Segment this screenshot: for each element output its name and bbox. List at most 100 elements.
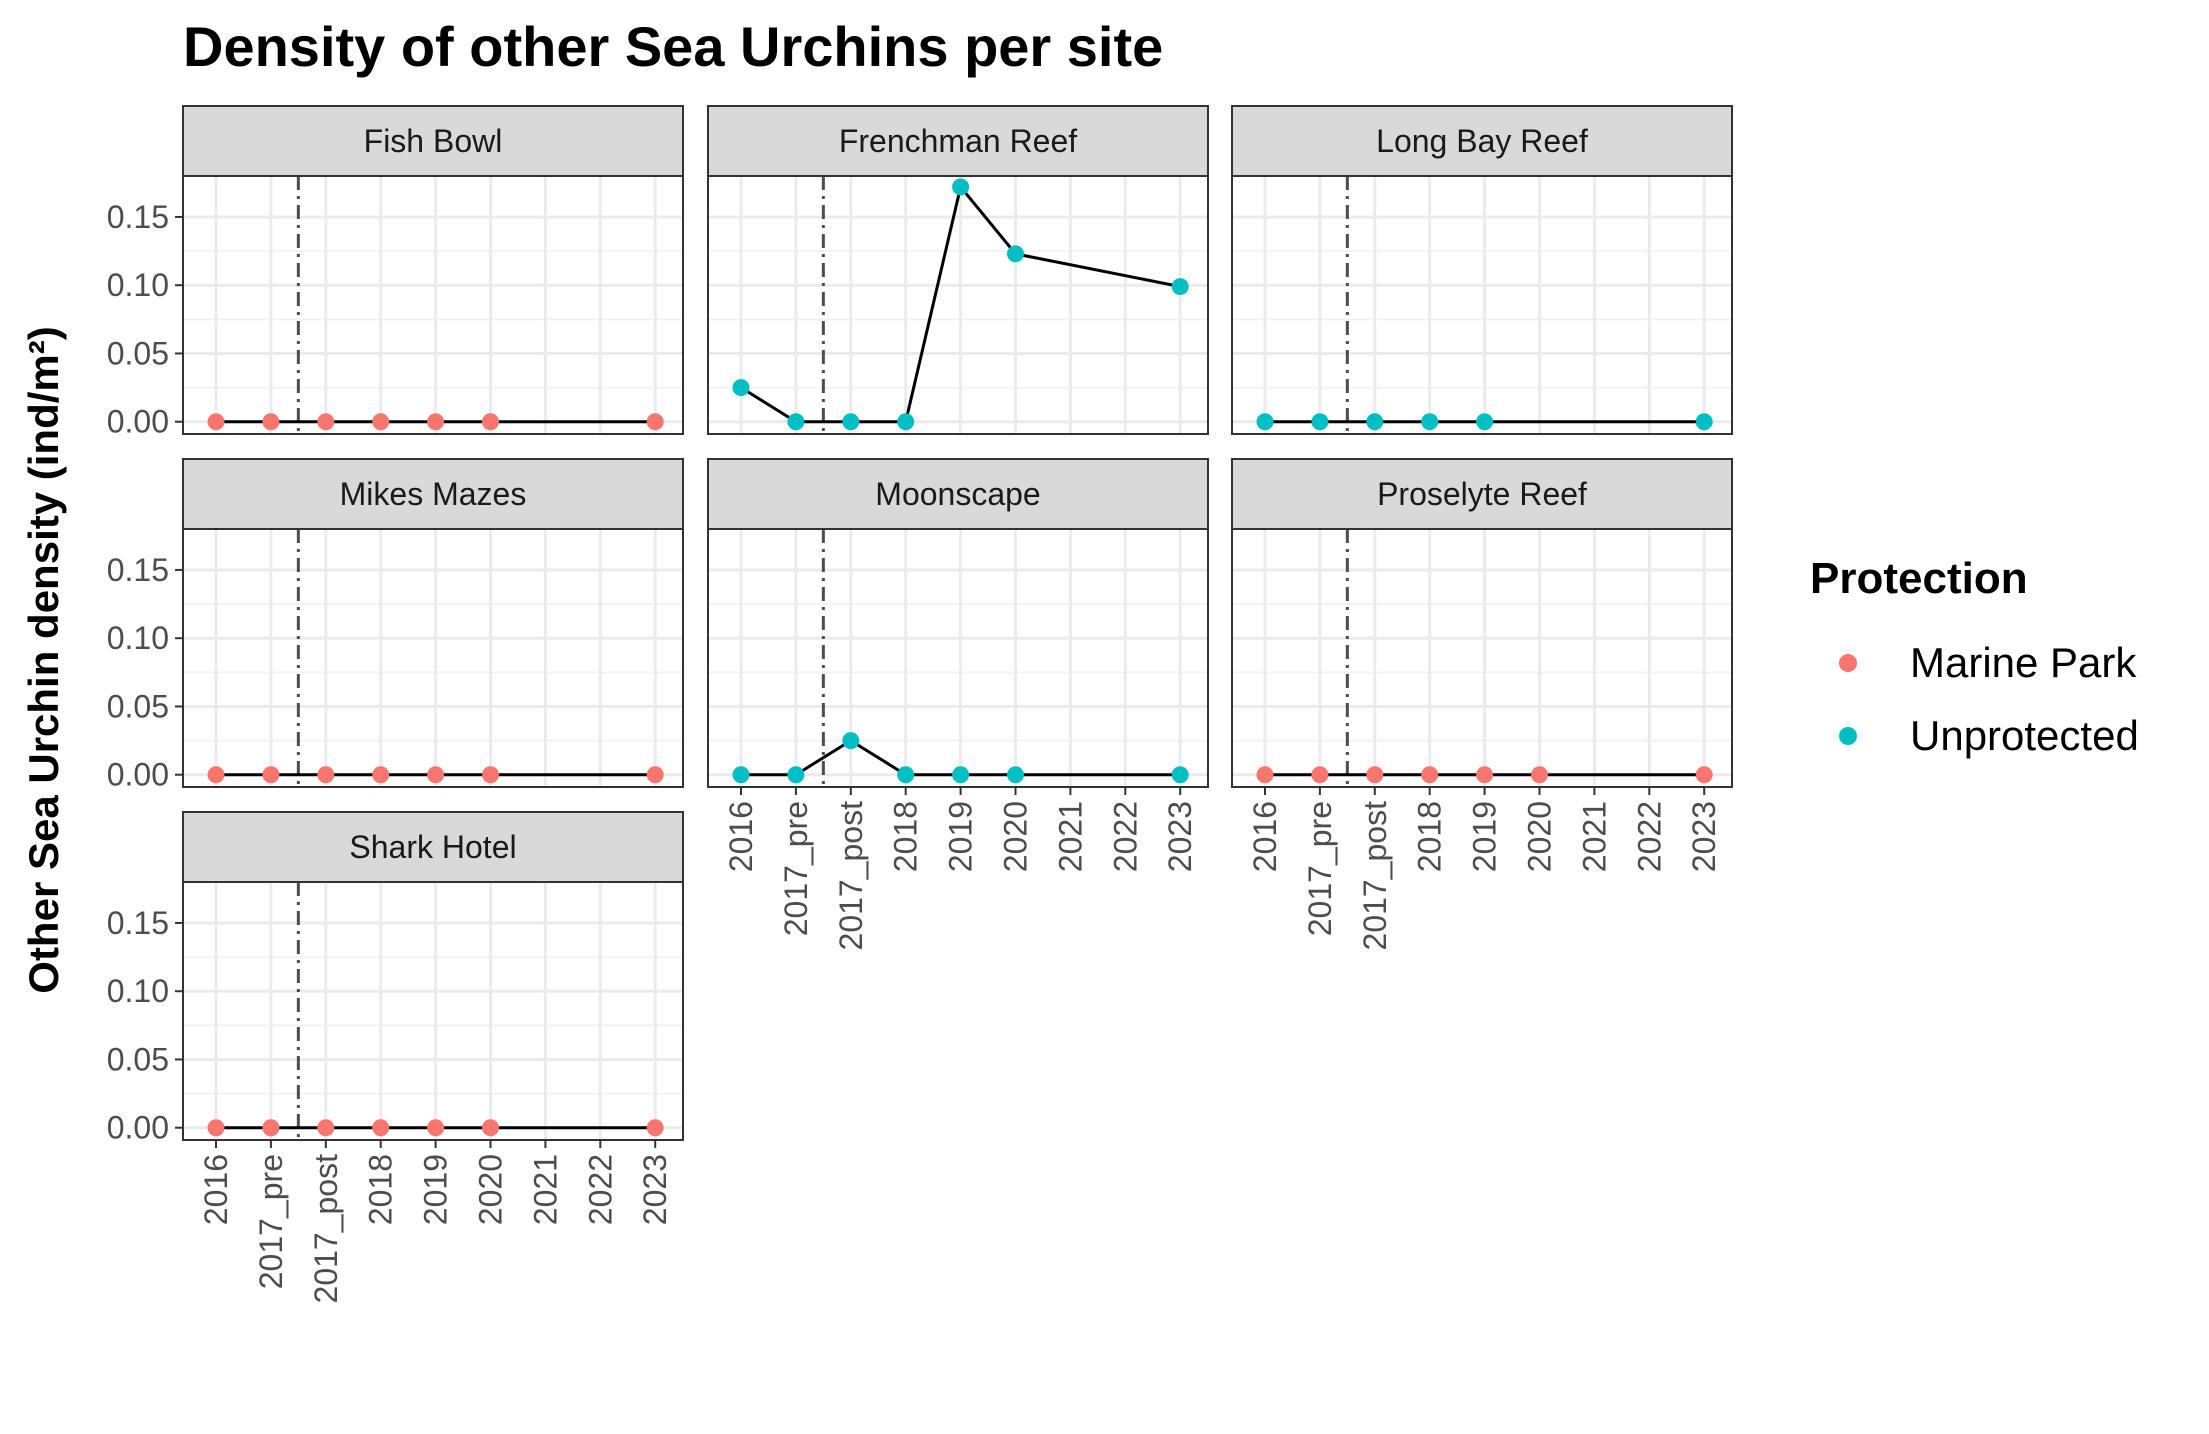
y-tick-label: 0.15 [107, 905, 169, 941]
x-tick-label: 2018 [888, 801, 924, 872]
x-tick-label: 2019 [418, 1154, 454, 1225]
plot-background [1232, 176, 1732, 434]
x-tick-label: 2017_pre [1302, 801, 1338, 936]
panel-border [182, 175, 684, 435]
x-tick-label: 2020 [998, 801, 1034, 872]
data-point-2017-pre [262, 413, 280, 431]
y-tick-label: 0.10 [107, 973, 169, 1009]
panel-border [1231, 175, 1733, 435]
data-point-2016 [1256, 413, 1274, 431]
facet-strip [182, 458, 684, 530]
data-point-2020 [1007, 245, 1024, 263]
data-point-2019 [427, 413, 445, 431]
data-point-2016 [207, 766, 225, 784]
chart-title: Density of other Sea Urchins per site [183, 15, 1163, 78]
data-point-2017-post [1366, 413, 1384, 431]
legend-entry-marine-park: Marine Park [1839, 639, 2137, 686]
data-point-2017-pre [787, 766, 805, 784]
legend-title: Protection [1810, 554, 2028, 603]
data-point-2019 [1476, 766, 1494, 784]
data-point-2017-post [317, 766, 335, 784]
facet-strip [707, 105, 1209, 177]
data-point-2023 [646, 1119, 664, 1137]
data-point-2020 [482, 1119, 499, 1137]
facet-moonscape: Moonscape 2016 2017_pre 2017_post 2018 2019 20… [707, 458, 1209, 951]
legend-entry-unprotected: Unprotected [1839, 712, 2139, 759]
data-point-2018 [897, 413, 915, 431]
y-tick-label: 0.15 [107, 199, 169, 235]
facet-strip-label: Mikes Mazes [340, 476, 527, 512]
data-point-2016 [207, 413, 225, 431]
x-tick-label: 2018 [1412, 801, 1448, 872]
x-tick-label: 2017_post [1357, 801, 1393, 951]
plot-background [183, 529, 683, 787]
panel-border [182, 881, 684, 1141]
plot-background [708, 529, 1208, 787]
legend-key [1839, 727, 1857, 745]
y-tick-label: 0.15 [107, 552, 169, 588]
data-point-2023 [1171, 278, 1189, 296]
data-point-2016 [1256, 766, 1274, 784]
data-point-2017-pre [262, 1119, 280, 1137]
data-point-2019 [952, 178, 970, 196]
x-tick-label: 2021 [1052, 801, 1088, 872]
facet-proselyte-reef: Proselyte Reef 2016 2017_pre 2017_post 2018 2… [1231, 458, 1733, 951]
x-tick-label: 2017_post [833, 801, 869, 951]
legend-label: Marine Park [1910, 639, 2137, 686]
x-tick-label: 2016 [723, 801, 759, 872]
data-point-2019 [1476, 413, 1494, 431]
x-tick-label: 2022 [1631, 801, 1667, 872]
y-tick-label: 0.05 [107, 1041, 169, 1077]
x-tick-label: 2023 [1686, 801, 1722, 872]
data-point-2019 [427, 766, 445, 784]
x-tick-label: 2023 [637, 1154, 673, 1225]
data-point-2023 [1695, 413, 1713, 431]
data-point-2017-post [842, 732, 860, 750]
facet-frenchman-reef: Frenchman Reef [707, 105, 1209, 435]
plot-background [1232, 529, 1732, 787]
x-tick-label: 2021 [527, 1154, 563, 1225]
facet-strip-label: Long Bay Reef [1376, 123, 1588, 159]
panel-border [1231, 528, 1733, 788]
data-point-2017-pre [787, 413, 805, 431]
facet-shark-hotel: Shark Hotel 0.00 0.05 0.10 0.15 2016 2017_pre 2… [107, 811, 684, 1304]
facet-panels: Fish Bowl 0.00 0.05 0.10 0.15 Frenchman Reef L… [107, 105, 1733, 1304]
facet-strip-label: Frenchman Reef [839, 123, 1077, 159]
facet-strip-label: Fish Bowl [364, 123, 503, 159]
x-tick-label: 2017_post [308, 1154, 344, 1304]
facet-strip-label: Moonscape [875, 476, 1040, 512]
y-tick-label: 0.10 [107, 620, 169, 656]
facet-strip-label: Shark Hotel [349, 829, 516, 865]
data-point-2017-post [317, 413, 335, 431]
legend-entries: Marine Park Unprotected [1839, 639, 2139, 759]
data-point-2018 [372, 1119, 390, 1137]
x-tick-label: 2016 [198, 1154, 234, 1225]
legend: Protection Marine Park Unprotected [1810, 554, 2139, 759]
y-tick-label: 0.00 [107, 757, 169, 793]
data-point-2017-post [317, 1119, 335, 1137]
data-point-2018 [1421, 766, 1439, 784]
panel-border [707, 528, 1209, 788]
y-tick-label: 0.00 [107, 1110, 169, 1146]
facet-fish-bowl: Fish Bowl 0.00 0.05 0.10 0.15 [107, 105, 684, 440]
data-point-2018 [372, 766, 390, 784]
x-tick-label: 2022 [582, 1154, 618, 1225]
data-point-2023 [1171, 766, 1189, 784]
y-tick-label: 0.05 [107, 688, 169, 724]
data-point-2019 [427, 1119, 445, 1137]
x-tick-label: 2020 [473, 1154, 509, 1225]
y-tick-label: 0.05 [107, 335, 169, 371]
x-tick-label: 2022 [1107, 801, 1143, 872]
plot-background [708, 176, 1208, 434]
data-point-2017-post [1366, 766, 1384, 784]
facet-strip [182, 105, 684, 177]
x-tick-label: 2019 [1467, 801, 1503, 872]
x-tick-label: 2020 [1522, 801, 1558, 872]
data-point-2020 [1007, 766, 1024, 784]
data-point-2020 [1531, 766, 1548, 784]
facet-strip [1231, 458, 1733, 530]
facet-long-bay-reef: Long Bay Reef [1231, 105, 1733, 435]
facet-strip [182, 811, 684, 883]
legend-key [1839, 654, 1857, 672]
